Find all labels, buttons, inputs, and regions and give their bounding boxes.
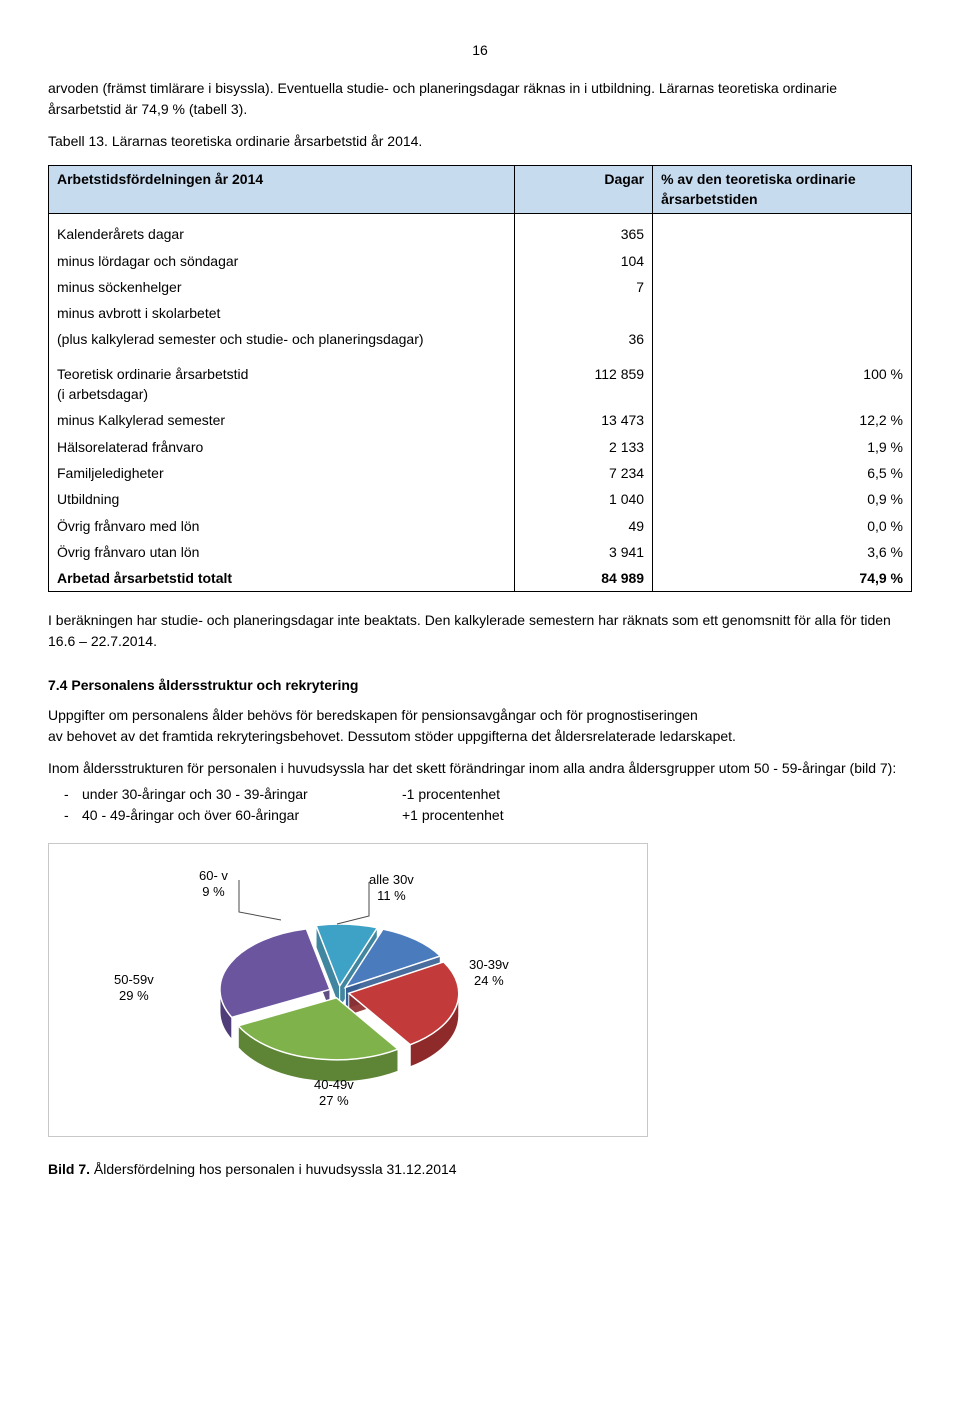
row-n: [515, 300, 653, 326]
row-p: [653, 300, 912, 326]
col-header-3: % av den teoretiska ordinarie årsarbetst…: [653, 166, 912, 214]
table-row: Utbildning1 0400,9 %: [49, 486, 912, 512]
row-n: 36: [515, 326, 653, 352]
total-p: 74,9 %: [653, 565, 912, 592]
figure-caption: Bild 7. Åldersfördelning hos personalen …: [48, 1159, 912, 1179]
row-label: Övrig frånvaro med lön: [49, 513, 515, 539]
section-p1b: av behovet av det framtida rekryteringsb…: [48, 726, 912, 746]
row-p: [653, 221, 912, 247]
list-value: -1 procentenhet: [402, 784, 500, 804]
section-heading: 7.4 Personalens åldersstruktur och rekry…: [48, 675, 912, 695]
row-n: 104: [515, 248, 653, 274]
intro-paragraph: arvoden (främst timlärare i bisyssla). E…: [48, 78, 912, 119]
row-label: Hälsorelaterad frånvaro: [49, 434, 515, 460]
section-p1: Uppgifter om personalens ålder behövs fö…: [48, 705, 912, 725]
row-label: minus Kalkylerad semester: [49, 407, 515, 433]
table-row: Kalenderårets dagar365: [49, 221, 912, 247]
row-p: 12,2 %: [653, 407, 912, 433]
list-item: -under 30-åringar och 30 - 39-åringar-1 …: [48, 784, 912, 804]
row-label: Teoretisk ordinarie årsarbetstid (i arbe…: [49, 361, 515, 408]
table-title: Tabell 13. Lärarnas teoretiska ordinarie…: [48, 131, 912, 151]
list-value: +1 procentenhet: [402, 805, 504, 825]
leader-line: [69, 862, 589, 1122]
row-label: (plus kalkylerad semester och studie- oc…: [49, 326, 515, 352]
list-label: 40 - 49-åringar och över 60-åringar: [82, 805, 402, 825]
page-number: 16: [48, 40, 912, 60]
row-n: 7: [515, 274, 653, 300]
table-total-row: Arbetad årsarbetstid totalt 84 989 74,9 …: [49, 565, 912, 592]
dash-icon: -: [48, 805, 82, 825]
caption-text: Åldersfördelning hos personalen i huvuds…: [90, 1161, 457, 1177]
section-p2: Inom åldersstrukturen för personalen i h…: [48, 758, 912, 778]
row-n: 49: [515, 513, 653, 539]
row-label: Familjeledigheter: [49, 460, 515, 486]
row-n: 3 941: [515, 539, 653, 565]
change-list: -under 30-åringar och 30 - 39-åringar-1 …: [48, 784, 912, 825]
row-label: Utbildning: [49, 486, 515, 512]
row-p: 6,5 %: [653, 460, 912, 486]
row-p: 100 %: [653, 361, 912, 408]
dash-icon: -: [48, 784, 82, 804]
table-row: (plus kalkylerad semester och studie- oc…: [49, 326, 912, 352]
row-n: 365: [515, 221, 653, 247]
table-row: minus avbrott i skolarbetet: [49, 300, 912, 326]
col-header-2: Dagar: [515, 166, 653, 214]
total-n: 84 989: [515, 565, 653, 592]
table-row: minus lördagar och söndagar104: [49, 248, 912, 274]
row-label: Övrig frånvaro utan lön: [49, 539, 515, 565]
total-label: Arbetad årsarbetstid totalt: [49, 565, 515, 592]
row-label: minus lördagar och söndagar: [49, 248, 515, 274]
row-p: 0,0 %: [653, 513, 912, 539]
allocation-table: Arbetstidsfördelningen år 2014 Dagar % a…: [48, 165, 912, 592]
table-row: Teoretisk ordinarie årsarbetstid (i arbe…: [49, 361, 912, 408]
row-label: Kalenderårets dagar: [49, 221, 515, 247]
row-p: 1,9 %: [653, 434, 912, 460]
table-row: Hälsorelaterad frånvaro2 1331,9 %: [49, 434, 912, 460]
table-row: Familjeledigheter7 2346,5 %: [49, 460, 912, 486]
age-pie-chart: alle 30v11 %30-39v24 %40-49v27 %50-59v29…: [48, 843, 648, 1137]
list-item: -40 - 49-åringar och över 60-åringar+1 p…: [48, 805, 912, 825]
table-row: Övrig frånvaro med lön490,0 %: [49, 513, 912, 539]
table-row: minus Kalkylerad semester13 47312,2 %: [49, 407, 912, 433]
after-table-paragraph: I beräkningen har studie- och planerings…: [48, 610, 912, 651]
row-n: 112 859: [515, 361, 653, 408]
table-header-row: Arbetstidsfördelningen år 2014 Dagar % a…: [49, 166, 912, 214]
row-n: 2 133: [515, 434, 653, 460]
row-p: [653, 326, 912, 352]
row-p: [653, 274, 912, 300]
row-label: minus avbrott i skolarbetet: [49, 300, 515, 326]
row-p: [653, 248, 912, 274]
row-n: 7 234: [515, 460, 653, 486]
row-n: 1 040: [515, 486, 653, 512]
col-header-1: Arbetstidsfördelningen år 2014: [49, 166, 515, 214]
row-n: 13 473: [515, 407, 653, 433]
caption-bold: Bild 7.: [48, 1161, 90, 1177]
row-p: 0,9 %: [653, 486, 912, 512]
list-label: under 30-åringar och 30 - 39-åringar: [82, 784, 402, 804]
table-row: Övrig frånvaro utan lön3 9413,6 %: [49, 539, 912, 565]
row-p: 3,6 %: [653, 539, 912, 565]
row-label: minus söckenhelger: [49, 274, 515, 300]
table-row: minus söckenhelger7: [49, 274, 912, 300]
